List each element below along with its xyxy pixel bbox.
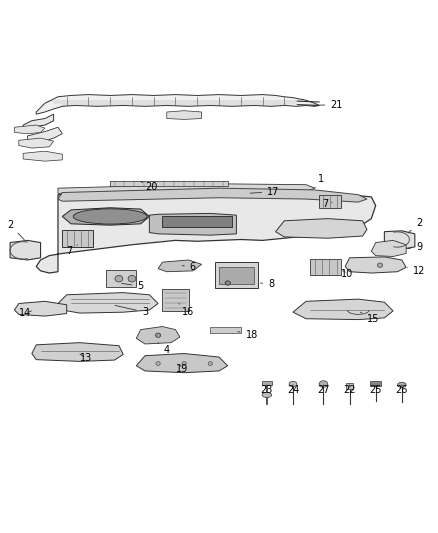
Polygon shape (14, 125, 45, 134)
Polygon shape (23, 114, 53, 130)
Text: 21: 21 (313, 100, 343, 110)
Bar (106, 270, 136, 287)
Bar (346, 383, 353, 389)
Ellipse shape (289, 382, 297, 386)
Polygon shape (293, 299, 393, 320)
Ellipse shape (378, 263, 383, 268)
Ellipse shape (156, 361, 160, 366)
Text: 23: 23 (261, 385, 273, 394)
Ellipse shape (319, 381, 328, 387)
Polygon shape (158, 260, 201, 272)
Bar (219, 266, 254, 284)
Bar (319, 195, 341, 208)
Polygon shape (167, 111, 201, 119)
Bar (261, 381, 272, 385)
Polygon shape (58, 293, 158, 313)
Text: 8: 8 (260, 279, 274, 289)
Text: 9: 9 (408, 242, 422, 252)
Polygon shape (58, 188, 367, 202)
Polygon shape (371, 240, 406, 256)
Text: 2: 2 (7, 220, 24, 240)
Polygon shape (62, 208, 149, 225)
Text: 3: 3 (115, 305, 148, 317)
Text: 6: 6 (182, 262, 196, 272)
Text: 12: 12 (407, 266, 425, 276)
Text: 7: 7 (322, 199, 332, 209)
Polygon shape (36, 94, 319, 114)
Polygon shape (23, 151, 62, 161)
Polygon shape (10, 240, 41, 260)
Polygon shape (276, 219, 367, 238)
Text: 1: 1 (315, 174, 325, 188)
Text: 13: 13 (80, 353, 92, 363)
Polygon shape (149, 213, 237, 235)
Text: 20: 20 (141, 182, 158, 192)
Polygon shape (58, 184, 315, 193)
Bar (215, 262, 258, 288)
Polygon shape (36, 190, 376, 273)
Bar (311, 259, 341, 275)
Text: 10: 10 (341, 269, 353, 279)
Bar (62, 230, 93, 247)
Text: 15: 15 (360, 312, 380, 324)
Ellipse shape (262, 392, 272, 398)
Ellipse shape (182, 361, 186, 366)
Polygon shape (345, 257, 406, 273)
Bar (162, 216, 232, 228)
Text: 26: 26 (396, 385, 408, 394)
Ellipse shape (208, 361, 212, 366)
Bar (162, 289, 188, 311)
Text: 22: 22 (343, 385, 356, 394)
Ellipse shape (155, 333, 161, 337)
Polygon shape (136, 327, 180, 344)
Polygon shape (385, 231, 415, 249)
Text: 2: 2 (408, 218, 422, 233)
Ellipse shape (115, 276, 123, 282)
Text: 17: 17 (250, 187, 279, 197)
Ellipse shape (225, 281, 230, 285)
Text: 24: 24 (287, 385, 299, 394)
Ellipse shape (397, 382, 406, 387)
Text: 27: 27 (317, 385, 330, 394)
Text: 18: 18 (238, 330, 258, 340)
Text: 25: 25 (369, 385, 382, 394)
Text: 5: 5 (122, 281, 144, 291)
Text: 14: 14 (19, 308, 32, 318)
Ellipse shape (73, 209, 147, 224)
Polygon shape (19, 138, 53, 148)
Text: 7: 7 (66, 245, 78, 256)
Text: 4: 4 (158, 343, 170, 355)
Polygon shape (28, 127, 62, 144)
Ellipse shape (128, 276, 136, 282)
Polygon shape (32, 343, 123, 361)
Text: 19: 19 (176, 364, 188, 374)
Bar (371, 381, 381, 386)
Polygon shape (14, 301, 67, 316)
Polygon shape (136, 353, 228, 373)
Text: 16: 16 (179, 303, 194, 317)
Bar (110, 181, 228, 186)
Bar (210, 327, 241, 333)
